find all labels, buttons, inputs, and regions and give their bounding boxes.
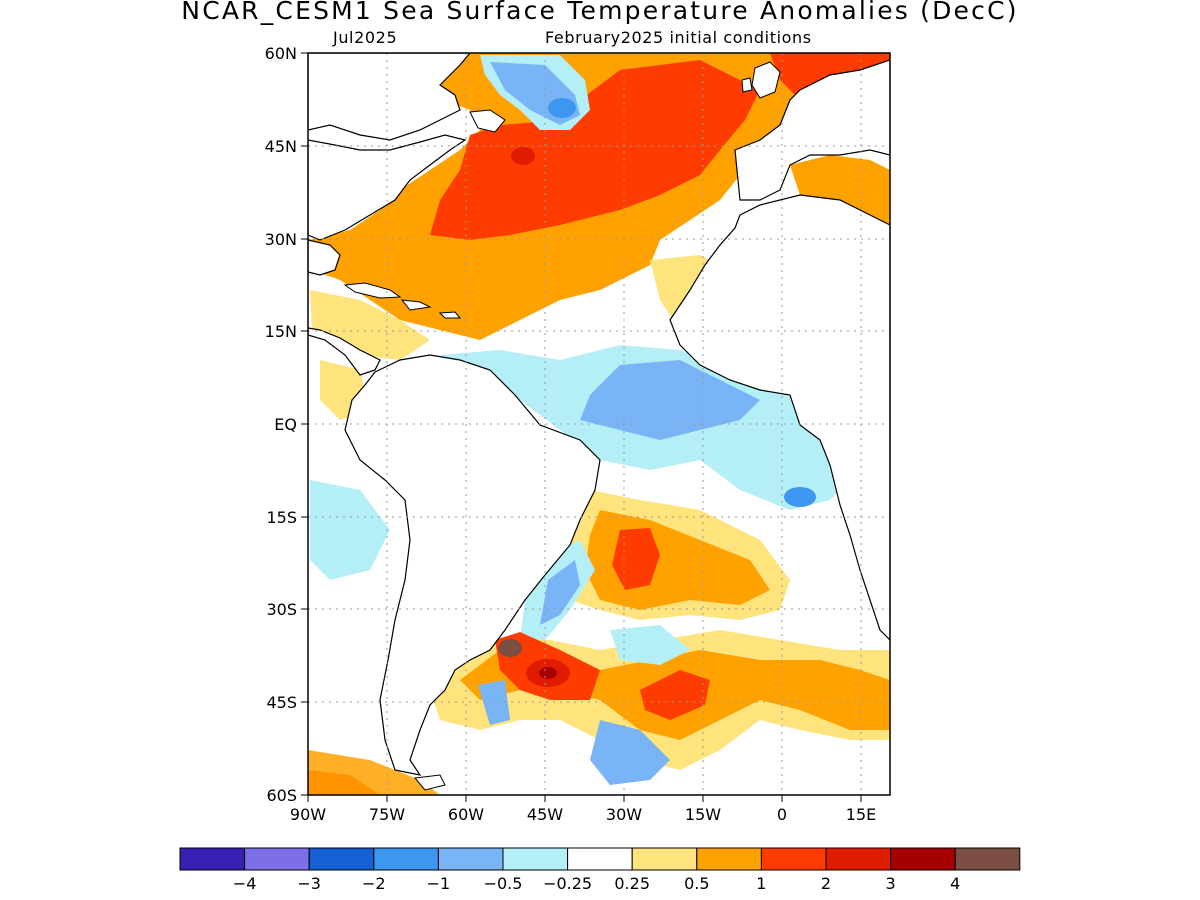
longitude-ticks bbox=[307, 795, 862, 802]
lat-label-eq: EQ bbox=[274, 415, 297, 434]
north-america-land bbox=[308, 53, 471, 241]
colorbar-label: −1 bbox=[427, 874, 451, 893]
antarctic-peninsula-tip bbox=[414, 774, 446, 791]
colorbar-swatch bbox=[437, 847, 504, 871]
gulf-of-guinea-cold-core bbox=[784, 487, 816, 507]
colorbar-label: 4 bbox=[950, 874, 960, 893]
colorbar-swatch bbox=[631, 847, 698, 871]
lat-label-45n: 45N bbox=[265, 137, 297, 156]
rio-de-la-plata-extreme bbox=[498, 639, 522, 657]
caribbean-islands bbox=[343, 282, 462, 319]
colorbar-label: 1 bbox=[756, 874, 766, 893]
colorbar-swatch bbox=[760, 847, 827, 871]
graticule bbox=[308, 53, 890, 795]
colorbar-swatch bbox=[373, 847, 439, 871]
brazil-coast-moderate-cool bbox=[540, 560, 580, 625]
north-atlantic-hotspot bbox=[511, 147, 535, 165]
land-masses bbox=[308, 53, 890, 791]
colorbar-swatch bbox=[502, 847, 569, 871]
colorbar-label: 3 bbox=[886, 874, 896, 893]
lon-label-0: 0 bbox=[777, 805, 787, 824]
colorbar-swatch bbox=[244, 847, 310, 871]
initial-conditions: February2025 initial conditions bbox=[545, 28, 812, 47]
newfoundland-land bbox=[469, 109, 506, 133]
colorbar-swatch bbox=[825, 847, 892, 871]
colorbar bbox=[179, 847, 1021, 871]
southern-cool-patch-west bbox=[478, 680, 510, 725]
colorbar-swatch bbox=[179, 847, 246, 871]
latitude-tick-labels: 60N 45N 30N 15N EQ 15S 30S 45S 60S bbox=[265, 44, 297, 805]
british-isles bbox=[741, 61, 781, 99]
colorbar-label: −0.25 bbox=[543, 874, 592, 893]
east-pacific-cool-patch bbox=[310, 480, 390, 580]
colorbar-label: −2 bbox=[362, 874, 386, 893]
argentine-basin-core bbox=[539, 667, 557, 679]
lon-label-15w: 15W bbox=[685, 805, 721, 824]
south-america-land bbox=[344, 354, 601, 776]
lon-label-15e: 15E bbox=[846, 805, 876, 824]
colorbar-swatch bbox=[696, 847, 762, 871]
north-atlantic-strong-warm-region bbox=[430, 60, 760, 240]
lon-label-75w: 75W bbox=[369, 805, 405, 824]
colorbar-label: −0.5 bbox=[484, 874, 523, 893]
lon-label-90w: 90W bbox=[290, 805, 326, 824]
lat-label-30s: 30S bbox=[266, 600, 297, 619]
southern-cool-patch-central bbox=[610, 625, 690, 665]
southern-cool-patch bbox=[590, 720, 670, 785]
lat-label-60s: 60S bbox=[266, 786, 297, 805]
mediterranean-warm-region bbox=[790, 155, 890, 230]
lat-label-15s: 15S bbox=[266, 508, 297, 527]
central-america-land bbox=[308, 239, 381, 376]
longitude-tick-labels: 90W 75W 60W 45W 30W 15W 0 15E bbox=[290, 805, 876, 824]
latitude-ticks bbox=[301, 52, 308, 796]
map-title: NCAR_CESM1 Sea Surface Temperature Anoma… bbox=[181, 0, 1019, 25]
colorbar-label: −4 bbox=[233, 874, 257, 893]
iberia-europe-land bbox=[734, 59, 890, 201]
labrador-cold-core bbox=[548, 98, 576, 118]
africa-land bbox=[669, 194, 890, 641]
colorbar-label: 0.5 bbox=[684, 874, 709, 893]
colorbar-swatch bbox=[567, 847, 633, 871]
lon-label-30w: 30W bbox=[606, 805, 642, 824]
forecast-month: Jul2025 bbox=[333, 28, 398, 47]
lat-label-30n: 30N bbox=[265, 230, 297, 249]
lon-label-45w: 45W bbox=[527, 805, 563, 824]
colorbar-swatch bbox=[308, 847, 375, 871]
lon-label-60w: 60W bbox=[448, 805, 484, 824]
colorbar-label: 2 bbox=[821, 874, 831, 893]
colorbar-swatch bbox=[890, 847, 956, 871]
southern-strong-warm-east bbox=[640, 670, 710, 720]
lat-label-45s: 45S bbox=[266, 693, 297, 712]
colorbar-label: −3 bbox=[297, 874, 321, 893]
tropical-moderate-cool-band bbox=[580, 360, 760, 440]
drake-passage-moderate-warm bbox=[308, 750, 440, 795]
lat-label-60n: 60N bbox=[265, 44, 297, 63]
colorbar-labels: −4 −3 −2 −1 −0.5 −0.25 0.25 0.5 1 2 3 4 bbox=[233, 874, 960, 893]
lat-label-15n: 15N bbox=[265, 322, 297, 341]
colorbar-label: 0.25 bbox=[614, 874, 650, 893]
colorbar-swatch bbox=[954, 847, 1021, 871]
